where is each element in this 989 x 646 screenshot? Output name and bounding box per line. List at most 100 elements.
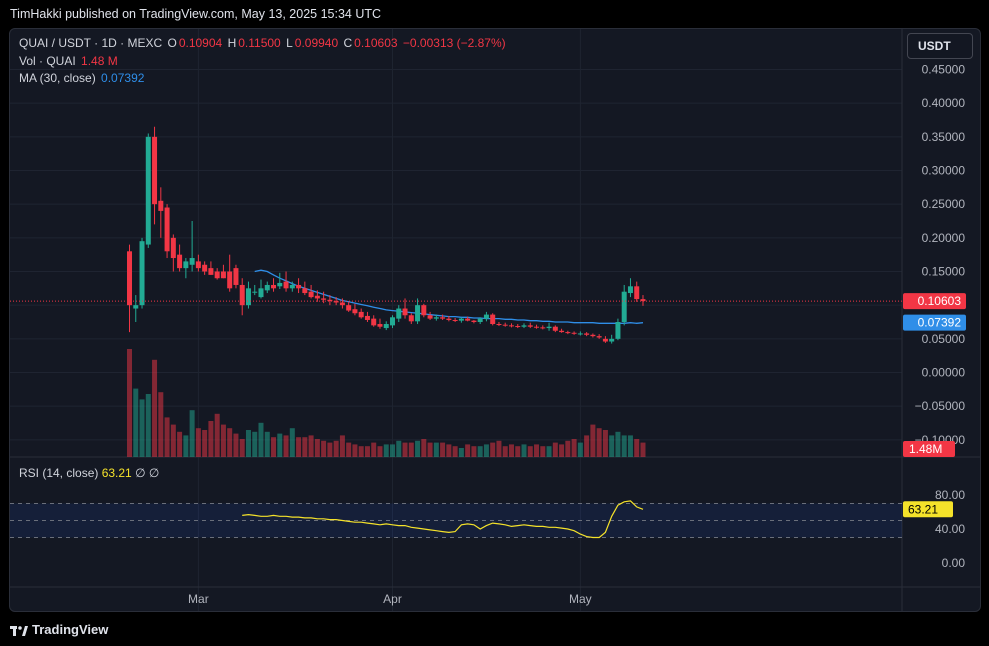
volume-bar (133, 388, 139, 457)
candle-body (396, 308, 402, 319)
candle-body (158, 200, 164, 211)
candle-body (289, 284, 295, 289)
volume-bar (559, 444, 565, 457)
candle-body (220, 271, 226, 279)
candle-body (195, 261, 201, 269)
candle-body (465, 318, 471, 321)
candle-body (358, 311, 364, 318)
change-value: −0.00313 (−2.87%) (402, 36, 506, 50)
volume-bar (252, 431, 258, 457)
volume-bar (571, 439, 577, 457)
time-tick-label: Mar (188, 592, 209, 606)
candle-body (602, 338, 608, 342)
open-value: 0.10904 (178, 36, 223, 50)
volume-bar (258, 422, 264, 457)
volume-bar (227, 428, 233, 457)
candle-body (364, 315, 370, 320)
rsi-legend: RSI (14, close) 63.21 ∅ ∅ (19, 466, 159, 480)
volume-bar (239, 439, 245, 457)
candle-body (302, 288, 308, 294)
price-tick-label: 0.35000 (922, 130, 966, 144)
open-label: O (167, 36, 177, 50)
tradingview-logo[interactable]: TradingView (10, 622, 108, 637)
rsi-line (242, 500, 644, 539)
candle-body (390, 317, 396, 326)
candle-body (440, 317, 446, 319)
volume-bar (314, 439, 320, 457)
candle-body (189, 258, 195, 265)
volume-bar (352, 444, 358, 457)
volume-bar (164, 417, 170, 457)
volume-bar (552, 442, 558, 457)
candle-body (377, 324, 383, 327)
volume-label[interactable]: Vol · QUAI (19, 54, 76, 68)
volume-bar (521, 444, 527, 457)
price-tick-label: 0.05000 (922, 332, 966, 346)
volume-bar (358, 446, 364, 457)
volume-bar (377, 446, 383, 457)
price-tick-label: 0.45000 (922, 63, 966, 77)
price-tick-label: 0.20000 (922, 231, 966, 245)
volume-bar (540, 446, 546, 457)
candle-body (339, 302, 345, 306)
ma-label[interactable]: MA (30, close) (19, 71, 96, 85)
volume-bar (308, 435, 314, 457)
candle-body (233, 268, 239, 285)
volume-bar (408, 442, 414, 457)
candle-body (502, 324, 508, 326)
candle-body (383, 324, 389, 329)
candle-body (177, 254, 183, 269)
rsi-tick-label: 80.00 (935, 488, 965, 502)
symbol-legend: QUAI / USDT · 1D · MEXC O 0.10904 H 0.1150… (19, 36, 508, 50)
volume-bar (458, 448, 464, 457)
volume-bar (515, 446, 521, 457)
candle-body (621, 291, 627, 322)
volume-bar (333, 440, 339, 457)
chart-frame[interactable]: 0.45000 0.40000 0.35000 0.30000 0.25000 0.200… (9, 28, 981, 612)
candle-body (490, 314, 496, 325)
candle-body (271, 284, 277, 289)
candle-body (214, 271, 220, 279)
rsi-band (10, 503, 902, 538)
chart-canvas[interactable]: 0.45000 0.40000 0.35000 0.30000 0.25000 0.200… (10, 29, 980, 611)
price-tick-label: 0.30000 (922, 164, 966, 178)
candle-body (227, 271, 233, 289)
rsi-tag: 63.21 (908, 502, 938, 516)
currency-unit-button[interactable]: USDT (907, 33, 973, 59)
candle-body (164, 207, 170, 252)
volume-bar (433, 442, 439, 457)
volume-bar (609, 435, 615, 457)
ma-value: 0.07392 (101, 71, 145, 85)
volume-bar (534, 444, 540, 457)
ma-legend: MA (30, close) 0.07392 (19, 71, 146, 85)
volume-bar (346, 442, 352, 457)
symbol-label[interactable]: QUAI / USDT · 1D · MEXC (19, 36, 163, 50)
volume-bar (145, 394, 151, 457)
candle-body (321, 298, 327, 300)
candle-body (170, 237, 176, 259)
candle-body (483, 314, 489, 319)
candle-body (446, 318, 452, 320)
candle-body (634, 286, 640, 300)
volume-bar (177, 431, 183, 457)
candle-body (402, 308, 408, 316)
candle-body (615, 322, 621, 339)
volume-legend: Vol · QUAI 1.48 M (19, 54, 120, 68)
volume-bar (396, 440, 402, 457)
rsi-label[interactable]: RSI (14, close) (19, 466, 99, 480)
volume-bar (233, 433, 239, 457)
volume-bar (208, 421, 214, 457)
volume-bar (189, 410, 195, 457)
volume-bar (471, 446, 477, 457)
volume-bar (158, 392, 164, 457)
high-label: H (227, 36, 237, 50)
volume-bar (302, 437, 308, 457)
candle-body (264, 284, 270, 291)
volume-bar (195, 428, 201, 457)
volume-bar (565, 440, 571, 457)
time-tick-label: May (569, 592, 592, 606)
rsi-value: 63.21 (101, 466, 132, 480)
volume-bar (371, 442, 377, 457)
volume-bar (415, 440, 421, 457)
candle-body (534, 326, 540, 328)
